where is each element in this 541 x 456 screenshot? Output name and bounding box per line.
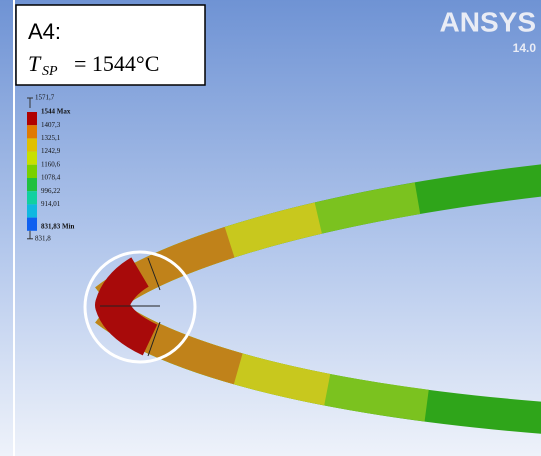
legend-swatch <box>27 178 37 191</box>
result-view: A4: T SP = 1544°C ANSYS 14.0 1571,7 1544 … <box>0 0 541 456</box>
legend-swatch <box>27 165 37 178</box>
legend-swatch <box>27 218 37 231</box>
legend-swatch <box>27 191 37 204</box>
logo-version: 14.0 <box>513 41 537 55</box>
legend-top: 1571,7 <box>35 94 55 102</box>
legend-label: 1325,1 <box>41 134 61 142</box>
legend-label: 831,83 Min <box>41 222 75 230</box>
legend-bottom: 831,8 <box>35 234 51 242</box>
legend-swatch <box>27 152 37 165</box>
formula-symbol: T <box>28 51 42 76</box>
label: A4: <box>28 19 61 44</box>
screenshot: A4: T SP = 1544°C ANSYS 14.0 1571,7 1544 … <box>0 0 541 456</box>
legend-label: 1078,4 <box>41 174 61 182</box>
legend-swatch <box>27 204 37 217</box>
legend-swatch <box>27 112 37 125</box>
legend-label: 914,01 <box>41 200 61 208</box>
legend-label: 1407,3 <box>41 121 61 129</box>
legend-label: 1544 Max <box>41 108 71 116</box>
formula-subscript: SP <box>42 64 58 79</box>
logo: ANSYS <box>440 6 536 37</box>
legend-label: 1160,6 <box>41 160 60 168</box>
legend-label: 996,22 <box>41 187 61 195</box>
legend-swatch <box>27 125 37 138</box>
formula-value: = 1544°C <box>74 51 159 76</box>
legend-label: 1242,9 <box>41 147 61 155</box>
legend-swatch <box>27 138 37 151</box>
